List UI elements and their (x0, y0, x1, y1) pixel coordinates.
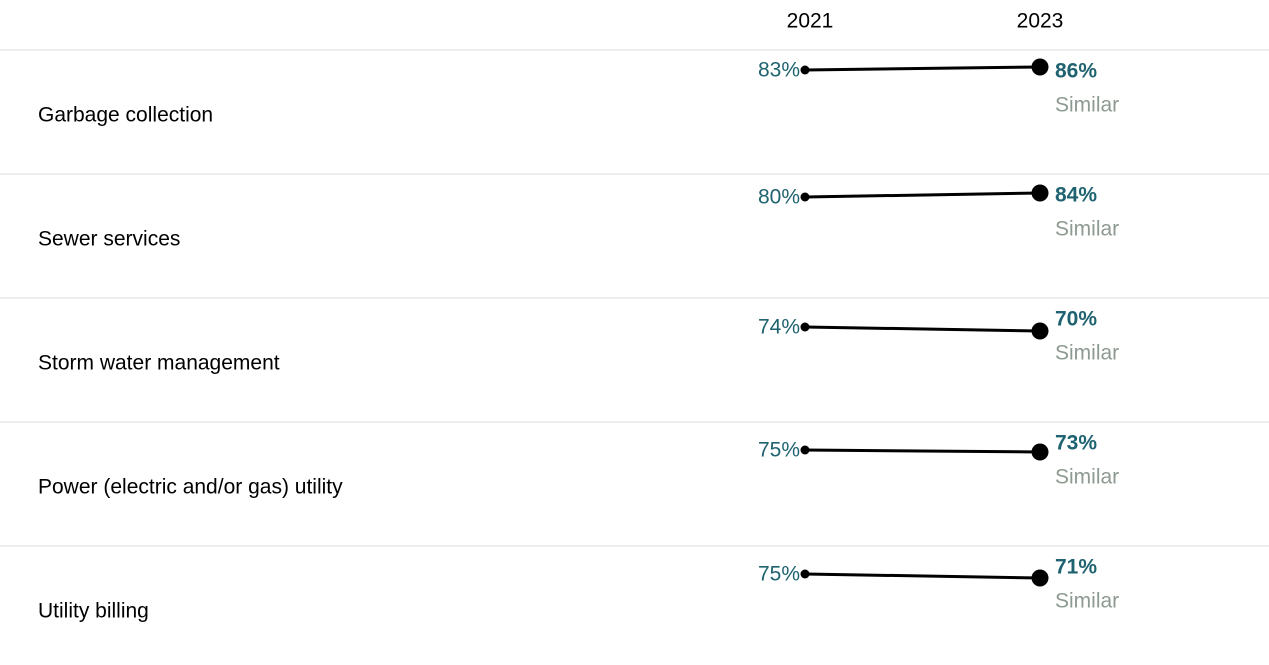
value-label: 84% (1055, 184, 1097, 207)
dot-start (800, 65, 810, 75)
comparison-label: Similar (1055, 218, 1119, 241)
dot-start (800, 322, 810, 332)
dot-end (1031, 322, 1049, 340)
slope-line (804, 572, 1041, 580)
slope-line (804, 325, 1041, 333)
category-label: Power (electric and/or gas) utility (38, 476, 343, 499)
value-label: 86% (1055, 60, 1097, 83)
value-label: 74% (758, 316, 800, 339)
slope-line (804, 65, 1041, 72)
dot-end (1031, 184, 1049, 202)
category-label: Utility billing (38, 600, 149, 623)
dot-start (800, 192, 810, 202)
dot-end (1031, 443, 1049, 461)
category-label: Storm water management (38, 352, 280, 375)
slope-line (804, 191, 1041, 199)
category-label: Garbage collection (38, 104, 213, 127)
comparison-label: Similar (1055, 466, 1119, 489)
dot-end (1031, 58, 1049, 76)
dot-end (1031, 569, 1049, 587)
category-label: Sewer services (38, 228, 180, 251)
dot-start (800, 569, 810, 579)
value-label: 80% (758, 186, 800, 209)
value-label: 73% (1055, 432, 1097, 455)
slope-line (804, 448, 1041, 454)
value-label: 75% (758, 563, 800, 586)
comparison-label: Similar (1055, 342, 1119, 365)
value-label: 83% (758, 59, 800, 82)
column-header: 2023 (1017, 10, 1064, 33)
comparison-label: Similar (1055, 94, 1119, 117)
value-label: 71% (1055, 556, 1097, 579)
column-header: 2021 (787, 10, 834, 33)
value-label: 70% (1055, 308, 1097, 331)
value-label: 75% (758, 439, 800, 462)
comparison-label: Similar (1055, 590, 1119, 613)
dot-start (800, 445, 810, 455)
